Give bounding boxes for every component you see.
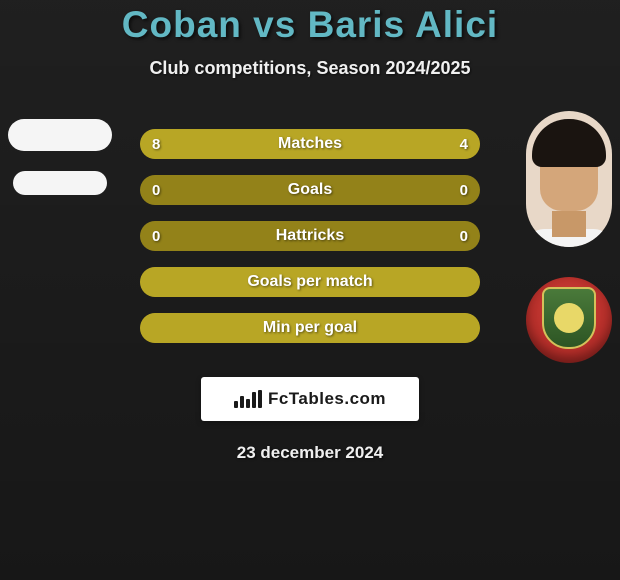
stat-row: Min per goal <box>140 313 480 343</box>
left-club-badge-placeholder <box>13 171 107 195</box>
stat-bars-container: 84Matches 00Goals 00Hattricks Goals per mat… <box>140 129 480 343</box>
stat-label: Goals <box>140 175 480 205</box>
avatar-neck <box>552 211 586 237</box>
right-player-avatar <box>526 111 612 247</box>
right-club-badge <box>526 277 612 363</box>
stats-area: 84Matches 00Goals 00Hattricks Goals per mat… <box>0 121 620 351</box>
stat-row: Goals per match <box>140 267 480 297</box>
stat-label: Matches <box>140 129 480 159</box>
bar-chart-icon <box>234 390 262 408</box>
stat-label: Min per goal <box>140 313 480 343</box>
stat-row: 00Goals <box>140 175 480 205</box>
stat-label: Goals per match <box>140 267 480 297</box>
left-player-avatar-placeholder <box>8 119 112 151</box>
club-shield-icon <box>542 287 596 349</box>
branding-box: FcTables.com <box>201 377 419 421</box>
date-text: 23 december 2024 <box>0 443 620 463</box>
subtitle: Club competitions, Season 2024/2025 <box>0 58 620 79</box>
right-player-avatars <box>526 111 612 363</box>
page-title: Coban vs Baris Alici <box>0 4 620 46</box>
left-player-avatars <box>8 119 112 195</box>
content-container: Coban vs Baris Alici Club competitions, … <box>0 0 620 580</box>
club-shield-inner <box>554 303 584 333</box>
stat-label: Hattricks <box>140 221 480 251</box>
branding-text: FcTables.com <box>268 389 386 409</box>
stat-row: 00Hattricks <box>140 221 480 251</box>
avatar-hair <box>532 119 606 167</box>
stat-row: 84Matches <box>140 129 480 159</box>
